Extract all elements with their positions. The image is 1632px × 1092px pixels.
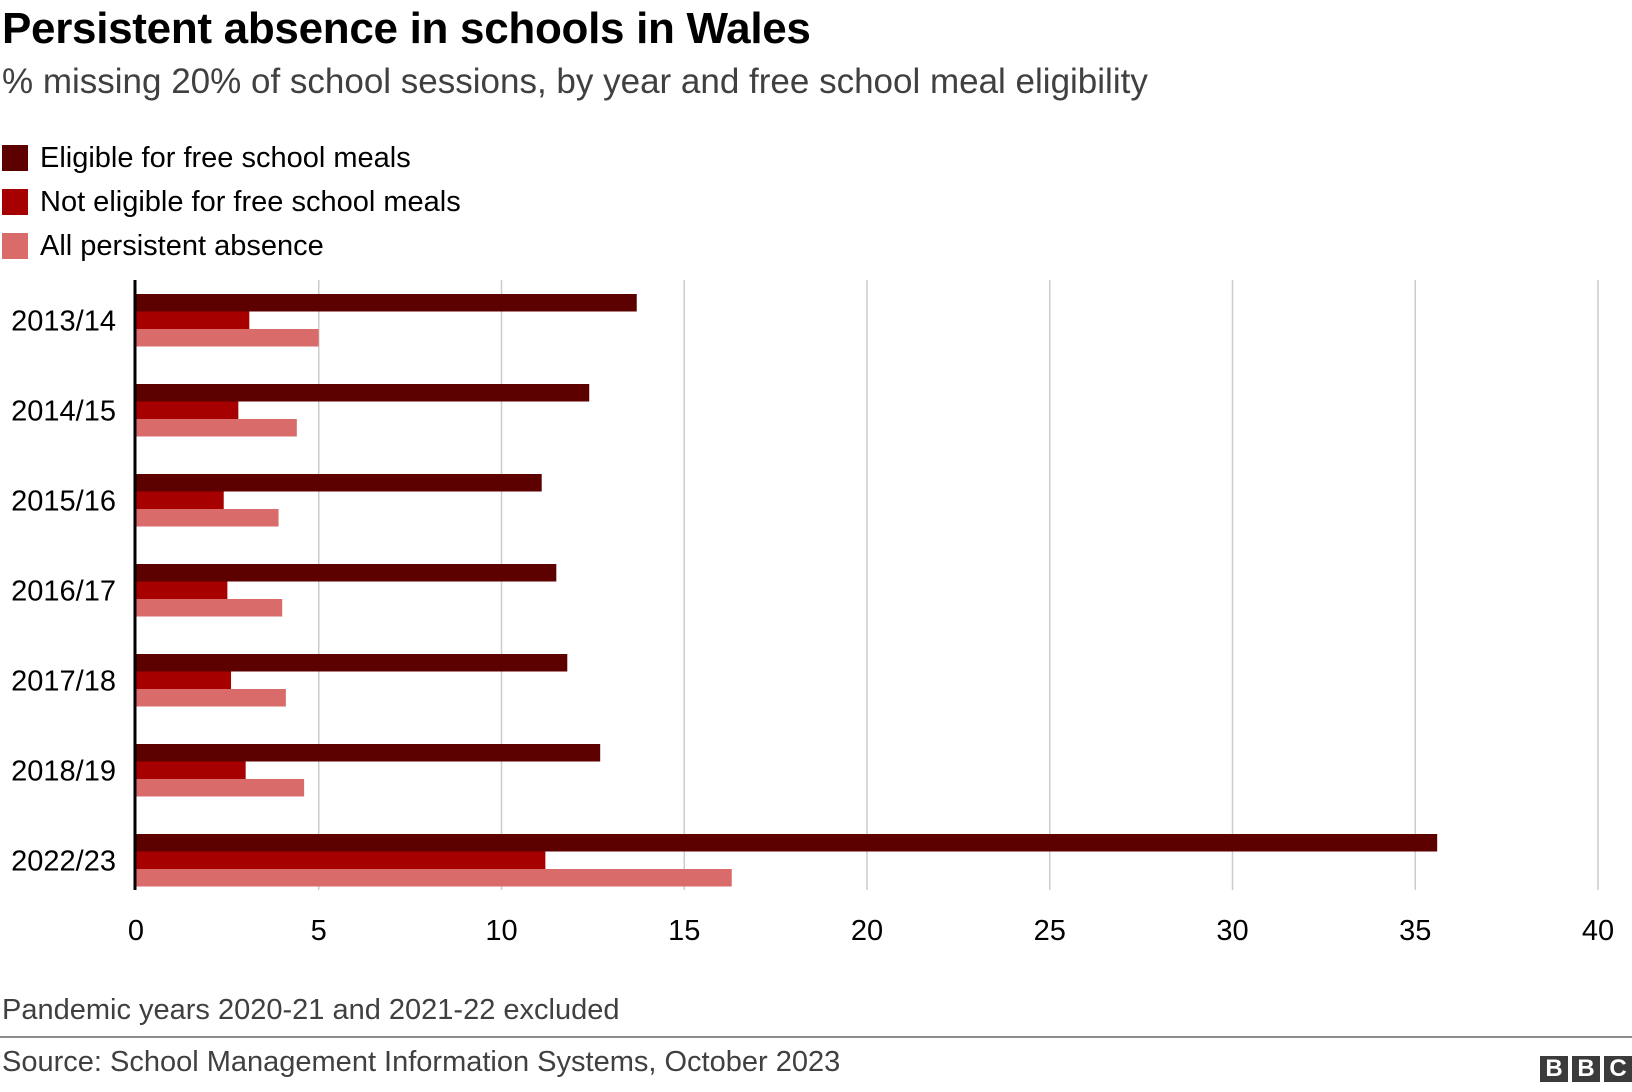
x-tick-label-40: 40 — [1582, 915, 1614, 947]
bbc-logo-letter-2: B — [1572, 1056, 1600, 1082]
category-label-2014-15: 2014/15 — [11, 395, 116, 427]
bar-all-2013-14 — [136, 329, 319, 347]
x-tick-label-0: 0 — [128, 915, 144, 947]
chart-legend: Eligible for free school meals Not eligi… — [2, 136, 461, 268]
bbc-logo-letter-1: B — [1540, 1056, 1568, 1082]
bar-eligible-2017-18 — [136, 654, 568, 672]
bar-eligible-2015-16 — [136, 474, 542, 492]
bar-eligible-2016-17 — [136, 564, 557, 582]
bar-all-2016-17 — [136, 599, 283, 617]
legend-item-all: All persistent absence — [2, 224, 461, 268]
legend-item-not-eligible: Not eligible for free school meals — [2, 180, 461, 224]
x-tick-label-20: 20 — [851, 915, 883, 947]
bar-not-eligible-2013-14 — [136, 311, 250, 329]
bar-not-eligible-2014-15 — [136, 401, 239, 419]
bar-chart: 2013/14 2014/15 2015/16 2016/17 2017/18 2018/… — [11, 280, 1614, 947]
chart-title: Persistent absence in schools in Wales — [2, 4, 811, 53]
x-tick-label-25: 25 — [1034, 915, 1066, 947]
bar-not-eligible-2015-16 — [136, 491, 224, 509]
bar-eligible-2022-23 — [136, 834, 1438, 852]
legend-label-eligible: Eligible for free school meals — [40, 141, 411, 174]
legend-swatch-all — [2, 233, 28, 259]
chart-note: Pandemic years 2020-21 and 2021-22 exclu… — [2, 994, 620, 1026]
bar-all-2022-23 — [136, 869, 732, 887]
footer-divider — [0, 1036, 1632, 1038]
legend-swatch-not-eligible — [2, 189, 28, 215]
legend-label-not-eligible: Not eligible for free school meals — [40, 185, 461, 218]
bar-eligible-2013-14 — [136, 294, 637, 312]
x-tick-label-35: 35 — [1399, 915, 1431, 947]
bar-not-eligible-2018-19 — [136, 761, 246, 779]
legend-label-all: All persistent absence — [40, 229, 324, 262]
bar-eligible-2014-15 — [136, 384, 590, 402]
bar-not-eligible-2016-17 — [136, 581, 228, 599]
chart-subtitle: % missing 20% of school sessions, by yea… — [2, 62, 1148, 101]
category-label-2022-23: 2022/23 — [11, 845, 116, 877]
bar-not-eligible-2017-18 — [136, 671, 232, 689]
bbc-logo: B B C — [1540, 1056, 1632, 1082]
source-text: Source: School Management Information Sy… — [2, 1046, 841, 1078]
x-tick-label-5: 5 — [311, 915, 327, 947]
bar-eligible-2018-19 — [136, 744, 601, 762]
bar-all-2015-16 — [136, 509, 279, 527]
category-label-2013-14: 2013/14 — [11, 305, 116, 337]
bar-all-2017-18 — [136, 689, 286, 707]
bar-not-eligible-2022-23 — [136, 851, 546, 869]
bar-all-2018-19 — [136, 779, 305, 797]
legend-item-eligible: Eligible for free school meals — [2, 136, 461, 180]
category-label-2018-19: 2018/19 — [11, 755, 116, 787]
bbc-logo-letter-3: C — [1604, 1056, 1632, 1082]
bar-all-2014-15 — [136, 419, 297, 437]
x-tick-label-30: 30 — [1216, 915, 1248, 947]
x-tick-label-15: 15 — [668, 915, 700, 947]
legend-swatch-eligible — [2, 145, 28, 171]
category-label-2016-17: 2016/17 — [11, 575, 116, 607]
category-label-2017-18: 2017/18 — [11, 665, 116, 697]
x-tick-label-10: 10 — [485, 915, 517, 947]
category-label-2015-16: 2015/16 — [11, 485, 116, 517]
